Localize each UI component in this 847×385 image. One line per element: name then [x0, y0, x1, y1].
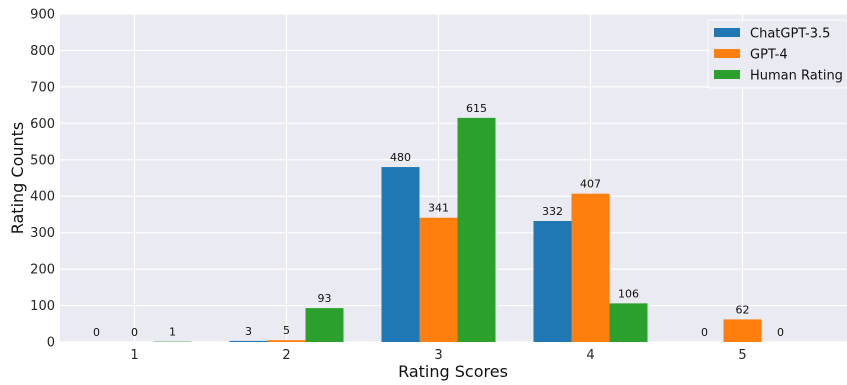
bar-value-label: 0	[131, 326, 138, 339]
y-tick-label: 900	[30, 8, 55, 23]
x-tick-labels: 1 2 3 4 5	[130, 348, 746, 363]
y-tick-label: 700	[30, 80, 55, 95]
bar-value-label: 1	[169, 326, 176, 339]
bar-chatgpt-3-5-3	[381, 167, 420, 342]
bar-value-label: 407	[580, 178, 601, 191]
bar-value-label: 332	[542, 205, 563, 218]
y-tick-label: 600	[30, 117, 55, 132]
y-tick-label: 300	[30, 226, 55, 241]
legend-swatch	[714, 28, 740, 37]
x-tick-label: 2	[282, 348, 290, 363]
bar-human-rating-2	[305, 308, 344, 342]
x-tick-label: 5	[738, 348, 746, 363]
legend-box	[707, 19, 847, 89]
bar-value-label: 106	[618, 287, 639, 300]
x-axis-label: Rating Scores	[398, 362, 508, 381]
legend-swatch	[714, 49, 740, 58]
bar-chatgpt-3-5-4	[533, 221, 572, 342]
x-tick-label: 1	[130, 348, 138, 363]
bar-value-label: 0	[701, 326, 708, 339]
x-tick-label: 3	[434, 348, 442, 363]
y-axis-label: Rating Counts	[8, 122, 27, 235]
bar-value-label: 0	[93, 326, 100, 339]
x-tick-label: 4	[586, 348, 594, 363]
bar-value-label: 62	[736, 303, 750, 316]
legend: ChatGPT-3.5 GPT-4 Human Rating	[707, 19, 847, 89]
bar-value-label: 615	[466, 102, 487, 115]
y-tick-label: 500	[30, 153, 55, 168]
legend-label: ChatGPT-3.5	[750, 27, 830, 42]
y-tick-label: 400	[30, 190, 55, 205]
bar-gpt-4-2	[267, 340, 306, 342]
bar-value-label: 93	[318, 292, 332, 305]
bar-gpt-4-4	[571, 193, 610, 342]
bar-chatgpt-3-5-2	[229, 340, 268, 342]
legend-swatch	[714, 70, 740, 79]
y-tick-labels: 0 100 200 300 400 500 600 700 800 900	[30, 8, 55, 351]
bar-human-rating-3	[457, 117, 496, 342]
bar-value-label: 480	[390, 151, 411, 164]
y-tick-label: 100	[30, 299, 55, 314]
bar-human-rating-4	[609, 303, 648, 342]
data-labels-group: 0 3 480 332 0 0 5 341 407 62 1 93 615 106 0	[93, 102, 784, 339]
y-tick-label: 200	[30, 263, 55, 278]
bar-value-label: 341	[428, 202, 449, 215]
legend-label: GPT-4	[750, 48, 788, 63]
legend-label: Human Rating	[750, 69, 843, 84]
bar-gpt-4-5	[723, 319, 762, 342]
bar-gpt-4-3	[419, 217, 458, 342]
bar-value-label: 0	[777, 326, 784, 339]
bar-value-label: 3	[245, 325, 252, 338]
y-tick-label: 800	[30, 44, 55, 59]
bar-value-label: 5	[283, 324, 290, 337]
y-tick-label: 0	[47, 336, 55, 351]
bars-group	[153, 117, 762, 342]
